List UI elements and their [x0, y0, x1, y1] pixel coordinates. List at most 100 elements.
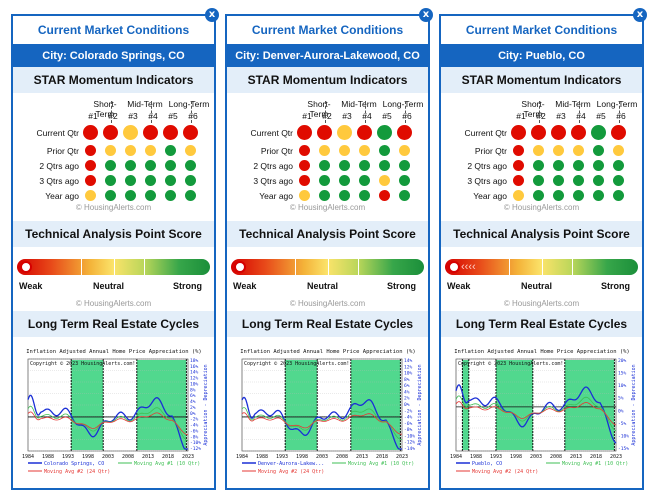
tech-score: Weak Neutral Strong © HousingAlerts.com [13, 247, 214, 311]
indicator-dot [103, 125, 118, 140]
y-tick-label: -10% [190, 440, 201, 446]
x-tick-label: 2003 [316, 454, 328, 460]
tech-title: Technical Analysis Point Score [227, 221, 428, 247]
y-tick-label: -6% [404, 421, 413, 427]
score-marker [448, 261, 460, 273]
indicator-number: #4 [362, 111, 372, 121]
indicator-dot [123, 125, 138, 140]
star-indicators: Short-Term Mid-Term Long-Term #1 #2 #3 #4 #5 #6 C… [13, 93, 214, 221]
y-tick-label: 10% [190, 381, 199, 387]
column-divider [619, 101, 620, 123]
indicator-dot [593, 175, 604, 186]
indicator-dot [337, 125, 352, 140]
indicator-number: #6 [616, 111, 626, 121]
cycles-title: Long Term Real Estate Cycles [13, 311, 214, 337]
term-label: Mid-Term [127, 99, 163, 109]
indicator-dot [145, 190, 156, 201]
row-label: Year ago [259, 191, 293, 201]
y-tick-label: 2% [190, 405, 196, 411]
y-tick-label: 10% [404, 371, 413, 377]
y-tick-label: -2% [404, 408, 413, 414]
term-label: Short-Term [93, 99, 117, 119]
score-divider [572, 259, 574, 275]
star-title: STAR Momentum Indicators [441, 67, 642, 93]
legend-series-label: Pueblo, CO [472, 461, 502, 467]
close-button[interactable]: x [419, 8, 433, 22]
y-tick-label: -2% [190, 417, 199, 423]
term-label: Short-Term [521, 99, 545, 119]
column-divider [191, 101, 192, 123]
indicator-dot [531, 125, 546, 140]
term-label: Mid-Term [341, 99, 377, 109]
indicator-dot [85, 160, 96, 171]
score-label: Strong [173, 281, 202, 291]
indicator-dot [553, 160, 564, 171]
moving-avg-2-line [27, 411, 189, 436]
cycles-chart: Inflation Adjusted Annual Home Price App… [18, 347, 211, 481]
x-tick-label: 1998 [510, 454, 522, 460]
indicator-dot [299, 175, 310, 186]
score-marker [234, 261, 246, 273]
indicator-dot [105, 175, 116, 186]
indicator-dot [319, 190, 330, 201]
star-title: STAR Momentum Indicators [227, 67, 428, 93]
indicator-dot [339, 145, 350, 156]
indicator-dot [359, 145, 370, 156]
indicator-dot [593, 190, 604, 201]
indicator-dot [573, 175, 584, 186]
indicator-dot [613, 190, 624, 201]
tech-score: Weak Neutral Strong © HousingAlerts.com [227, 247, 428, 311]
axis-right-label: Appreciation - Depreciation [631, 364, 637, 445]
score-label: Weak [19, 281, 43, 291]
indicator-dot [593, 160, 604, 171]
city-bar: City: Denver-Aurora-Lakewood, CO [227, 44, 428, 67]
indicator-number: #5 [168, 111, 178, 121]
indicator-dot [185, 175, 196, 186]
indicator-number: #2 [322, 111, 332, 121]
indicator-dot [513, 145, 524, 156]
indicator-dot [85, 190, 96, 201]
card-header: Current Market Conditions [13, 16, 214, 44]
score-label: Weak [233, 281, 257, 291]
row-label: Prior Qtr [46, 146, 79, 156]
close-button[interactable]: x [205, 8, 219, 22]
indicator-dot [573, 160, 584, 171]
y-tick-label: -12% [404, 440, 415, 446]
x-tick-label: 2013 [570, 454, 582, 460]
close-button[interactable]: x [633, 8, 647, 22]
x-tick-label: 1988 [256, 454, 268, 460]
x-tick-label: 1984 [236, 454, 248, 460]
score-divider [541, 259, 543, 275]
x-tick-label: 2018 [590, 454, 602, 460]
indicator-number: #3 [128, 111, 138, 121]
column-divider [151, 101, 152, 123]
indicator-dot [125, 145, 136, 156]
score-divider [327, 259, 329, 275]
y-tick-label: -14% [404, 446, 415, 452]
indicator-dot [299, 190, 310, 201]
indicator-dot [591, 125, 606, 140]
chart-copyright: Copyright © 2023 HousingAlerts.com! [244, 361, 349, 367]
y-tick-label: -6% [190, 428, 199, 434]
cycles-chart-area: Inflation Adjusted Annual Home Price App… [441, 337, 642, 481]
star-indicators: Short-Term Mid-Term Long-Term #1 #2 #3 #4 #5 #6 C… [227, 93, 428, 221]
y-tick-label: 20% [618, 358, 627, 364]
indicator-dot [379, 190, 390, 201]
score-bar [17, 259, 210, 275]
score-divider [80, 259, 82, 275]
chart-title: Inflation Adjusted Annual Home Price App… [26, 349, 202, 355]
market-card: Current Market Conditions City: Colorado … [11, 14, 216, 490]
x-tick-label: 1998 [82, 454, 94, 460]
y-tick-label: -4% [190, 423, 199, 429]
score-bar [231, 259, 424, 275]
indicator-dot [319, 145, 330, 156]
indicator-dot [165, 190, 176, 201]
row-label: 3 Qtrs ago [253, 176, 293, 186]
indicator-dot [553, 145, 564, 156]
indicator-dot [317, 125, 332, 140]
x-tick-label: 2008 [550, 454, 562, 460]
cycles-chart-svg: Inflation Adjusted Annual Home Price App… [236, 349, 423, 475]
x-tick-label: 1988 [42, 454, 54, 460]
indicator-number: #1 [516, 111, 526, 121]
indicator-dot [399, 190, 410, 201]
